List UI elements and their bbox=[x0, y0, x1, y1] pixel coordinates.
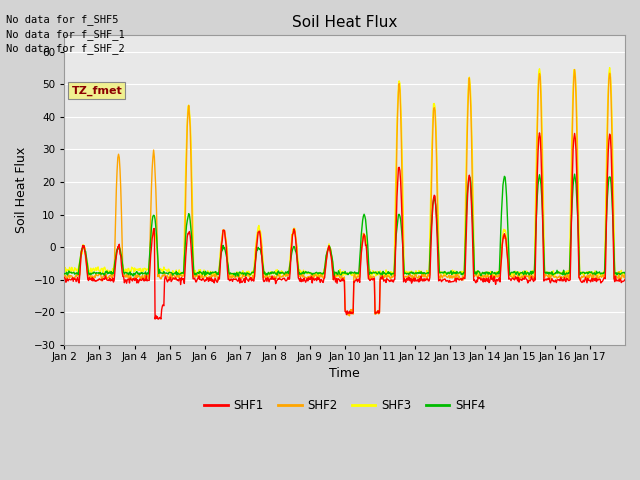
X-axis label: Time: Time bbox=[330, 367, 360, 381]
Text: No data for f_SHF_1: No data for f_SHF_1 bbox=[6, 29, 125, 40]
Text: No data for f_SHF5: No data for f_SHF5 bbox=[6, 14, 119, 25]
Y-axis label: Soil Heat Flux: Soil Heat Flux bbox=[15, 147, 28, 233]
Title: Soil Heat Flux: Soil Heat Flux bbox=[292, 15, 397, 30]
Text: TZ_fmet: TZ_fmet bbox=[72, 85, 122, 96]
Legend: SHF1, SHF2, SHF3, SHF4: SHF1, SHF2, SHF3, SHF4 bbox=[199, 394, 490, 416]
Text: No data for f_SHF_2: No data for f_SHF_2 bbox=[6, 43, 125, 54]
